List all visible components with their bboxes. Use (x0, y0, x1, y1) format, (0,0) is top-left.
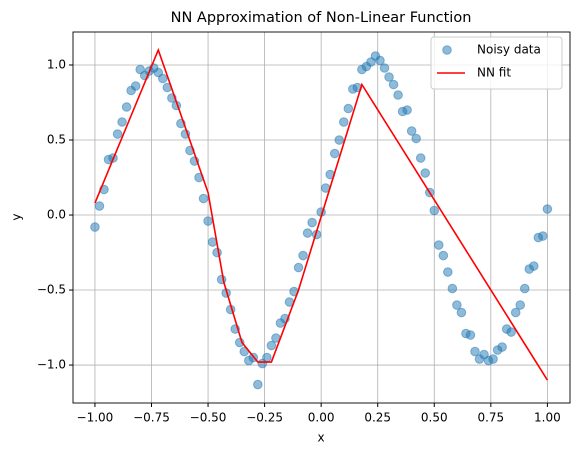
data-point (497, 342, 507, 352)
data-point (447, 283, 458, 294)
data-point (338, 117, 349, 127)
fit-line (94, 47, 549, 381)
y-tick-label: −0.5 (37, 283, 66, 297)
data-point (203, 216, 213, 226)
data-point (438, 250, 449, 261)
x-tick-label: 0.50 (421, 411, 448, 425)
data-point (515, 300, 526, 310)
data-point (506, 327, 516, 337)
data-point (130, 81, 141, 91)
data-point (406, 126, 417, 136)
x-tick-label: −1.00 (77, 411, 114, 425)
legend-box (430, 36, 563, 90)
data-point (456, 307, 467, 318)
data-point (529, 261, 539, 271)
data-point (262, 352, 272, 363)
data-point (253, 379, 263, 390)
legend-label: Noisy data (477, 43, 541, 57)
x-tick-label: −0.75 (133, 411, 170, 425)
data-point (388, 79, 399, 90)
data-point (402, 105, 412, 115)
data-point (542, 204, 553, 214)
data-point (452, 300, 462, 310)
data-point (198, 193, 209, 204)
data-point (90, 222, 100, 232)
data-point (519, 283, 530, 294)
x-tick-label: −0.50 (190, 411, 227, 425)
data-point (384, 72, 394, 82)
data-point (329, 148, 340, 159)
legend-label: NN fit (477, 66, 511, 80)
data-point (415, 153, 426, 163)
data-point (112, 129, 123, 139)
x-axis-label: x (317, 431, 324, 445)
data-point (393, 90, 403, 100)
data-point (433, 240, 444, 250)
data-point (375, 55, 385, 66)
data-point (94, 201, 105, 211)
x-tick-label: 1.00 (534, 411, 561, 425)
data-point (212, 247, 222, 258)
data-point (117, 117, 127, 127)
data-point (420, 168, 431, 178)
data-point (538, 231, 548, 241)
data-point (293, 262, 304, 273)
y-tick-label: 0.0 (47, 208, 66, 222)
y-tick-label: 1.0 (47, 58, 66, 72)
data-point (343, 103, 354, 114)
data-point (307, 217, 317, 228)
y-tick-label: −1.0 (37, 358, 66, 372)
data-point (379, 63, 390, 73)
data-point (443, 267, 453, 277)
x-tick-label: −0.25 (246, 411, 283, 425)
y-tick-label: 0.5 (47, 133, 66, 147)
data-point (429, 205, 440, 216)
x-tick-label: 0.25 (364, 411, 391, 425)
legend-marker (442, 45, 452, 55)
data-point (121, 102, 132, 112)
data-point (302, 228, 313, 238)
data-point (488, 354, 498, 364)
x-tick-label: 0.75 (477, 411, 504, 425)
data-point (266, 340, 277, 351)
plot-frame (72, 31, 571, 404)
y-axis-label: y (10, 213, 24, 220)
data-point (470, 346, 480, 357)
data-point (510, 307, 521, 318)
data-point (465, 330, 476, 340)
chart-title: NN Approximation of Non-Linear Function (171, 10, 472, 26)
data-point (411, 133, 421, 144)
x-tick-label: 0.00 (308, 411, 335, 425)
data-point (298, 250, 308, 261)
data-point (334, 135, 345, 145)
data-point (158, 73, 168, 84)
